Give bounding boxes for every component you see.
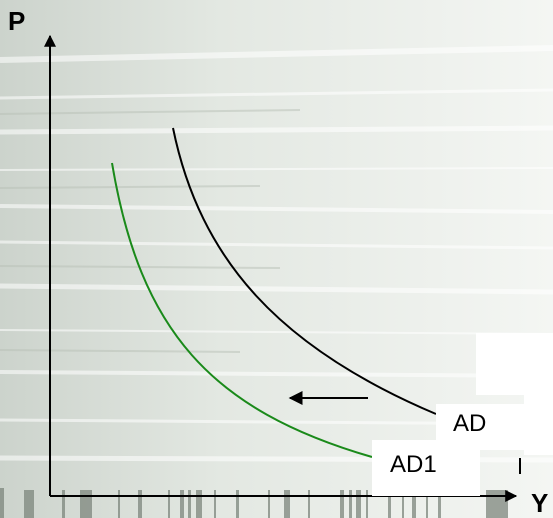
overlay-box <box>476 333 553 395</box>
tick-mark <box>519 458 521 474</box>
ad1-curve <box>111 162 373 458</box>
ad-curve <box>172 127 437 415</box>
y-axis-label: P <box>8 6 26 36</box>
ad1-curve-label: AD1 <box>372 440 480 496</box>
bottom-strip <box>0 488 508 518</box>
x-axis-label: Y <box>531 488 549 518</box>
overlay-box <box>524 395 553 455</box>
